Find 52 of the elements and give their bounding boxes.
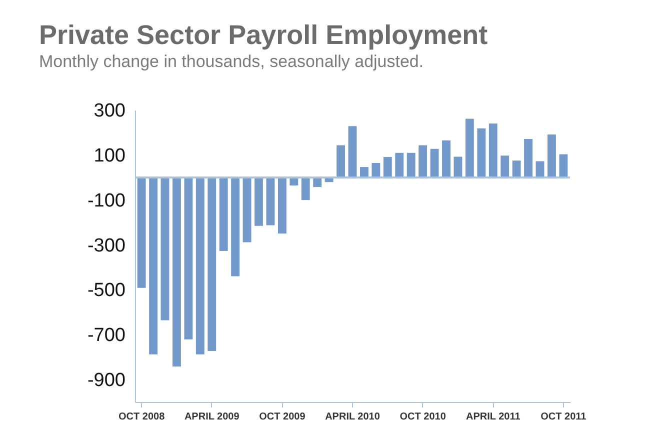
- bar: [383, 156, 392, 178]
- bar: [360, 167, 368, 178]
- y-tick-label: 100: [94, 145, 126, 166]
- bar: [430, 148, 439, 178]
- y-tick-label: -300: [87, 235, 126, 256]
- bar: [559, 154, 568, 178]
- bar: [500, 156, 510, 178]
- bar: [313, 177, 322, 188]
- chart-subtitle: Monthly change in thousands, seasonally adjusted.: [38, 52, 424, 71]
- bar: [196, 177, 204, 354]
- bar: [418, 145, 428, 178]
- bar: [242, 177, 252, 242]
- bar: [395, 152, 404, 178]
- bar: [465, 118, 474, 178]
- bar: [290, 177, 298, 186]
- bar: [454, 156, 462, 178]
- bar: [301, 177, 310, 200]
- x-tick-label: APRIL 2011: [466, 412, 521, 422]
- bar: [184, 177, 193, 340]
- chart-title: Private Sector Payroll Employment: [38, 20, 488, 50]
- x-tick-label: OCT 2009: [259, 412, 306, 422]
- bar: [278, 177, 286, 234]
- bar: [336, 145, 345, 178]
- x-tick-label: APRIL 2009: [184, 412, 240, 422]
- y-tick-label: 300: [94, 100, 126, 122]
- y-tick-label: -700: [87, 325, 126, 346]
- bar: [254, 177, 263, 226]
- bar: [442, 140, 450, 178]
- bar: [524, 138, 532, 178]
- y-tick-label: -900: [87, 370, 126, 392]
- y-tick-label: -100: [87, 190, 126, 212]
- bar: [488, 123, 498, 178]
- bar: [348, 126, 357, 178]
- bar: [231, 177, 240, 276]
- bar: [266, 177, 275, 226]
- bar: [219, 177, 228, 252]
- bar: [548, 134, 556, 178]
- bar: [512, 160, 521, 178]
- y-tick-label: -500: [87, 280, 126, 302]
- bar: [372, 163, 380, 178]
- bar: [172, 177, 181, 367]
- bar: [406, 152, 416, 178]
- bar: [149, 177, 158, 354]
- bar: [137, 177, 146, 288]
- bar: [160, 177, 170, 320]
- x-tick-label: OCT 2010: [400, 412, 446, 422]
- bar: [208, 177, 216, 352]
- bar: [477, 128, 486, 178]
- x-tick-label: OCT 2011: [540, 412, 587, 422]
- bar: [536, 161, 544, 178]
- x-tick-label: APRIL 2010: [325, 412, 380, 422]
- x-tick-label: OCT 2008: [118, 412, 166, 422]
